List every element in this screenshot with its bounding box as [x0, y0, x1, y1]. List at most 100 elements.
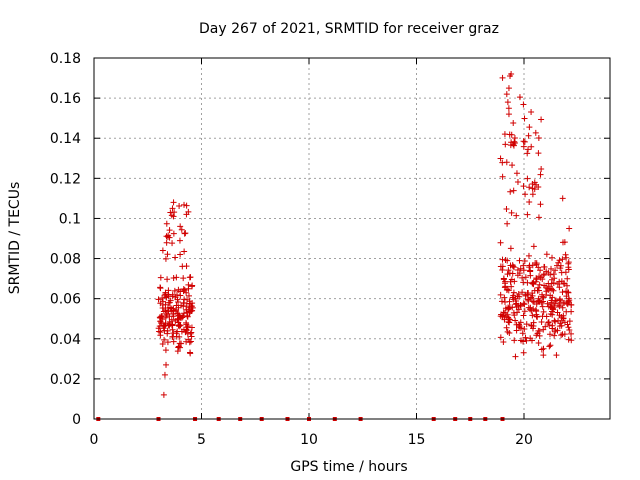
data-point — [558, 332, 565, 339]
y-tick-label: 0.02 — [50, 372, 81, 388]
data-point — [526, 184, 533, 191]
data-point — [507, 73, 514, 80]
data-point — [554, 309, 561, 316]
data-point — [516, 257, 523, 264]
data-point — [539, 276, 546, 283]
data-point — [549, 254, 556, 261]
data-point — [505, 318, 512, 325]
data-point — [520, 138, 527, 145]
data-point — [544, 285, 551, 292]
data-point — [157, 329, 164, 336]
data-point — [525, 252, 532, 259]
data-point — [556, 278, 563, 285]
data-point — [163, 220, 170, 227]
data-point — [521, 301, 528, 308]
data-point — [177, 251, 184, 258]
data-point — [526, 124, 533, 131]
data-point — [170, 338, 177, 345]
data-point — [552, 326, 559, 333]
data-point — [508, 131, 515, 138]
data-point — [170, 230, 177, 237]
data-point — [556, 257, 563, 264]
data-point — [500, 276, 507, 283]
data-point — [510, 119, 517, 126]
data-point — [516, 324, 523, 331]
data-point — [531, 179, 538, 186]
data-point — [549, 294, 556, 301]
y-tick-label: 0.14 — [50, 131, 81, 147]
data-point — [539, 303, 546, 310]
data-point — [553, 352, 560, 359]
data-point — [157, 284, 164, 291]
data-point — [520, 101, 527, 108]
data-point — [162, 347, 169, 354]
data-point — [540, 298, 547, 305]
data-point — [509, 263, 516, 270]
data-point — [556, 297, 563, 304]
data-point — [179, 314, 186, 321]
data-point — [549, 305, 556, 312]
y-tick-label: 0 — [72, 412, 81, 428]
data-point — [564, 275, 571, 282]
data-point — [183, 263, 190, 270]
data-point — [173, 306, 180, 313]
data-point — [548, 297, 555, 304]
data-point — [549, 286, 556, 293]
data-point — [548, 308, 555, 315]
y-tick-label: 0.06 — [50, 292, 81, 308]
data-point — [511, 264, 518, 271]
data-point — [539, 291, 546, 298]
data-point — [510, 141, 517, 148]
data-point — [527, 268, 534, 275]
data-point — [175, 298, 182, 305]
data-point — [530, 243, 537, 250]
data-point — [560, 312, 567, 319]
data-point — [175, 343, 182, 350]
data-point — [536, 273, 543, 280]
data-point — [499, 74, 506, 81]
data-point — [563, 308, 570, 315]
data-point — [555, 259, 562, 266]
data-point — [565, 298, 572, 305]
data-point — [510, 296, 517, 303]
data-point — [189, 282, 196, 289]
data-point — [528, 295, 535, 302]
data-point — [545, 287, 552, 294]
data-point — [174, 316, 181, 323]
data-point — [511, 337, 518, 344]
data-point — [514, 266, 521, 273]
data-point — [175, 286, 182, 293]
data-point — [535, 150, 542, 157]
data-point — [176, 237, 183, 244]
data-point — [173, 274, 180, 281]
data-point — [505, 305, 512, 312]
data-point — [543, 251, 550, 258]
data-point — [169, 333, 176, 340]
data-point — [525, 146, 532, 153]
data-point — [535, 295, 542, 302]
data-point — [563, 288, 570, 295]
data-point — [498, 298, 505, 305]
data-point — [169, 205, 176, 212]
data-point — [551, 332, 558, 339]
data-point — [164, 251, 171, 258]
data-point — [537, 201, 544, 208]
data-point — [524, 279, 531, 286]
data-point — [171, 287, 178, 294]
data-point — [167, 321, 174, 328]
data-point — [534, 287, 541, 294]
x-tick-label: 5 — [197, 432, 206, 448]
chart-title: Day 267 of 2021, SRMTID for receiver gra… — [199, 21, 499, 37]
data-point — [561, 299, 568, 306]
data-point — [507, 245, 514, 252]
data-point — [499, 313, 506, 320]
data-point — [535, 327, 542, 334]
data-point — [160, 325, 167, 332]
data-point — [186, 292, 193, 299]
data-point — [514, 178, 521, 185]
data-point — [170, 199, 177, 206]
data-point — [158, 320, 165, 327]
data-point — [557, 320, 564, 327]
data-point — [568, 330, 575, 337]
